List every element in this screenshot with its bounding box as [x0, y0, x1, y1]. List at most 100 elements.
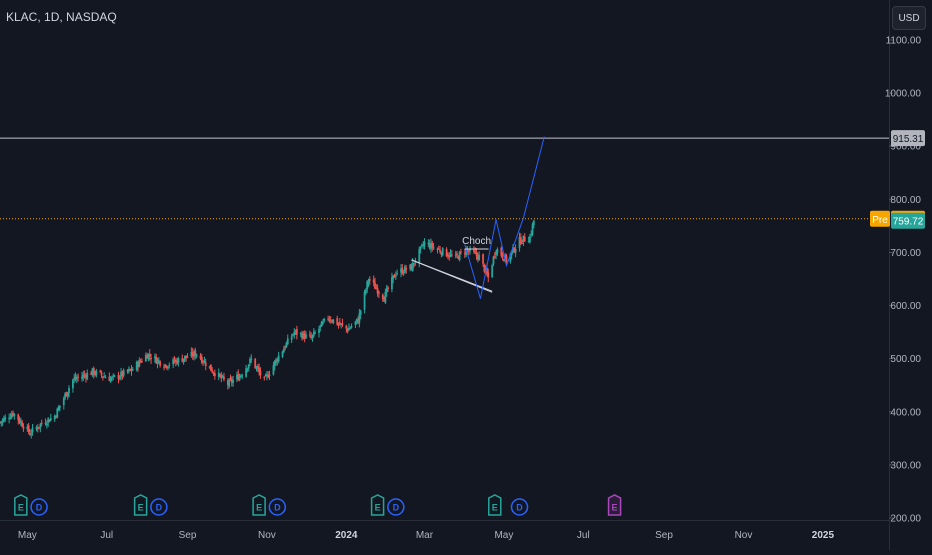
candle-body — [62, 398, 65, 406]
candle-body — [284, 347, 287, 349]
candle-body — [194, 350, 197, 357]
price-tick-label: 600.00 — [890, 301, 921, 312]
candle-body — [364, 289, 367, 293]
candle-body — [303, 333, 306, 339]
candle-body — [409, 264, 412, 269]
candle-body — [168, 364, 171, 366]
symbol-title: KLAC, 1D, NASDAQ — [6, 10, 117, 24]
dividend-marker-icon — [30, 498, 48, 516]
candle-body — [182, 358, 185, 363]
candle-body — [331, 321, 333, 323]
candle-body — [255, 367, 258, 369]
candle-body — [202, 361, 205, 363]
candle-body — [193, 351, 195, 357]
candle-body — [376, 288, 379, 294]
candle-body — [221, 376, 224, 378]
price-tick-label: 900.00 — [890, 142, 921, 153]
candle-body — [200, 356, 203, 363]
currency-button[interactable]: USD — [892, 6, 926, 30]
candle-body — [384, 291, 387, 303]
candle-body — [518, 237, 521, 249]
candle-body — [220, 374, 223, 379]
candle-body — [267, 375, 270, 378]
earnings-marker-label: E — [612, 503, 618, 513]
dividend-marker-icon — [510, 498, 529, 516]
candle-body — [191, 352, 194, 357]
candle-body — [428, 243, 431, 249]
candle-body — [101, 376, 104, 378]
earnings-marker-icon — [252, 494, 266, 516]
price-tick-label: 400.00 — [890, 407, 921, 418]
candle-body — [420, 244, 423, 246]
candle-body — [527, 240, 530, 243]
candle-body — [94, 373, 96, 375]
candle-body — [432, 247, 435, 249]
time-tick-label: Sep — [655, 530, 673, 541]
candle-body — [282, 348, 285, 353]
candle-body — [68, 388, 70, 393]
candle-body — [281, 351, 284, 357]
candle-body — [348, 328, 350, 331]
choch-annotation: Choch — [462, 236, 491, 247]
candle-body — [126, 370, 129, 372]
candle-body — [164, 364, 167, 367]
candle-body — [521, 242, 524, 244]
candle-body — [130, 368, 133, 372]
dividend-marker-label: D — [516, 503, 523, 513]
candle-body — [363, 291, 366, 310]
candle-body — [21, 422, 24, 427]
candle-body — [117, 374, 120, 379]
candle-body — [327, 318, 330, 320]
price-tick-label: 300.00 — [890, 460, 921, 471]
time-tick-label: Jul — [577, 530, 590, 541]
candle-body — [176, 360, 178, 364]
candle-body — [501, 254, 504, 259]
candle-body — [273, 361, 276, 367]
candle-body — [141, 361, 143, 363]
candles-group — [0, 219, 535, 439]
candle-body — [10, 414, 13, 418]
candle-body — [350, 326, 353, 328]
candle-body — [82, 374, 85, 377]
candle-body — [211, 370, 214, 373]
candle-body — [137, 362, 139, 368]
candle-body — [8, 418, 11, 420]
candle-body — [150, 358, 152, 360]
candle-body — [135, 362, 138, 370]
candle-body — [26, 426, 29, 430]
candle-body — [9, 417, 12, 419]
candle-body — [354, 321, 357, 325]
candle-body — [302, 332, 305, 339]
candle-body — [49, 417, 52, 421]
candle-body — [418, 249, 421, 263]
candle-body — [173, 359, 176, 362]
candle-body — [241, 375, 244, 377]
candle-body — [422, 245, 425, 247]
candle-body — [250, 358, 253, 361]
candle-body — [229, 378, 232, 380]
candle-body — [45, 424, 48, 426]
dividend-marker-label: D — [36, 503, 43, 513]
candle-body — [228, 379, 231, 387]
zigzag-projection-line — [464, 136, 545, 299]
candle-body — [155, 356, 158, 364]
candle-body — [190, 351, 193, 357]
candle-body — [112, 375, 115, 377]
candle-body — [332, 319, 335, 323]
candle-body — [3, 418, 5, 422]
candle-body — [493, 256, 496, 258]
earnings-marker-icon — [607, 494, 622, 516]
candle-body — [19, 421, 22, 423]
candle-body — [217, 372, 220, 377]
candle-body — [185, 355, 188, 358]
horizontal-level-value: 915.31 — [893, 134, 924, 145]
candle-body — [375, 287, 378, 289]
candle-body — [523, 236, 526, 242]
candle-body — [486, 268, 488, 274]
candle-body — [159, 361, 162, 366]
candle-body — [359, 310, 362, 315]
earnings-marker-label: E — [256, 503, 262, 513]
candle-body — [358, 313, 361, 324]
